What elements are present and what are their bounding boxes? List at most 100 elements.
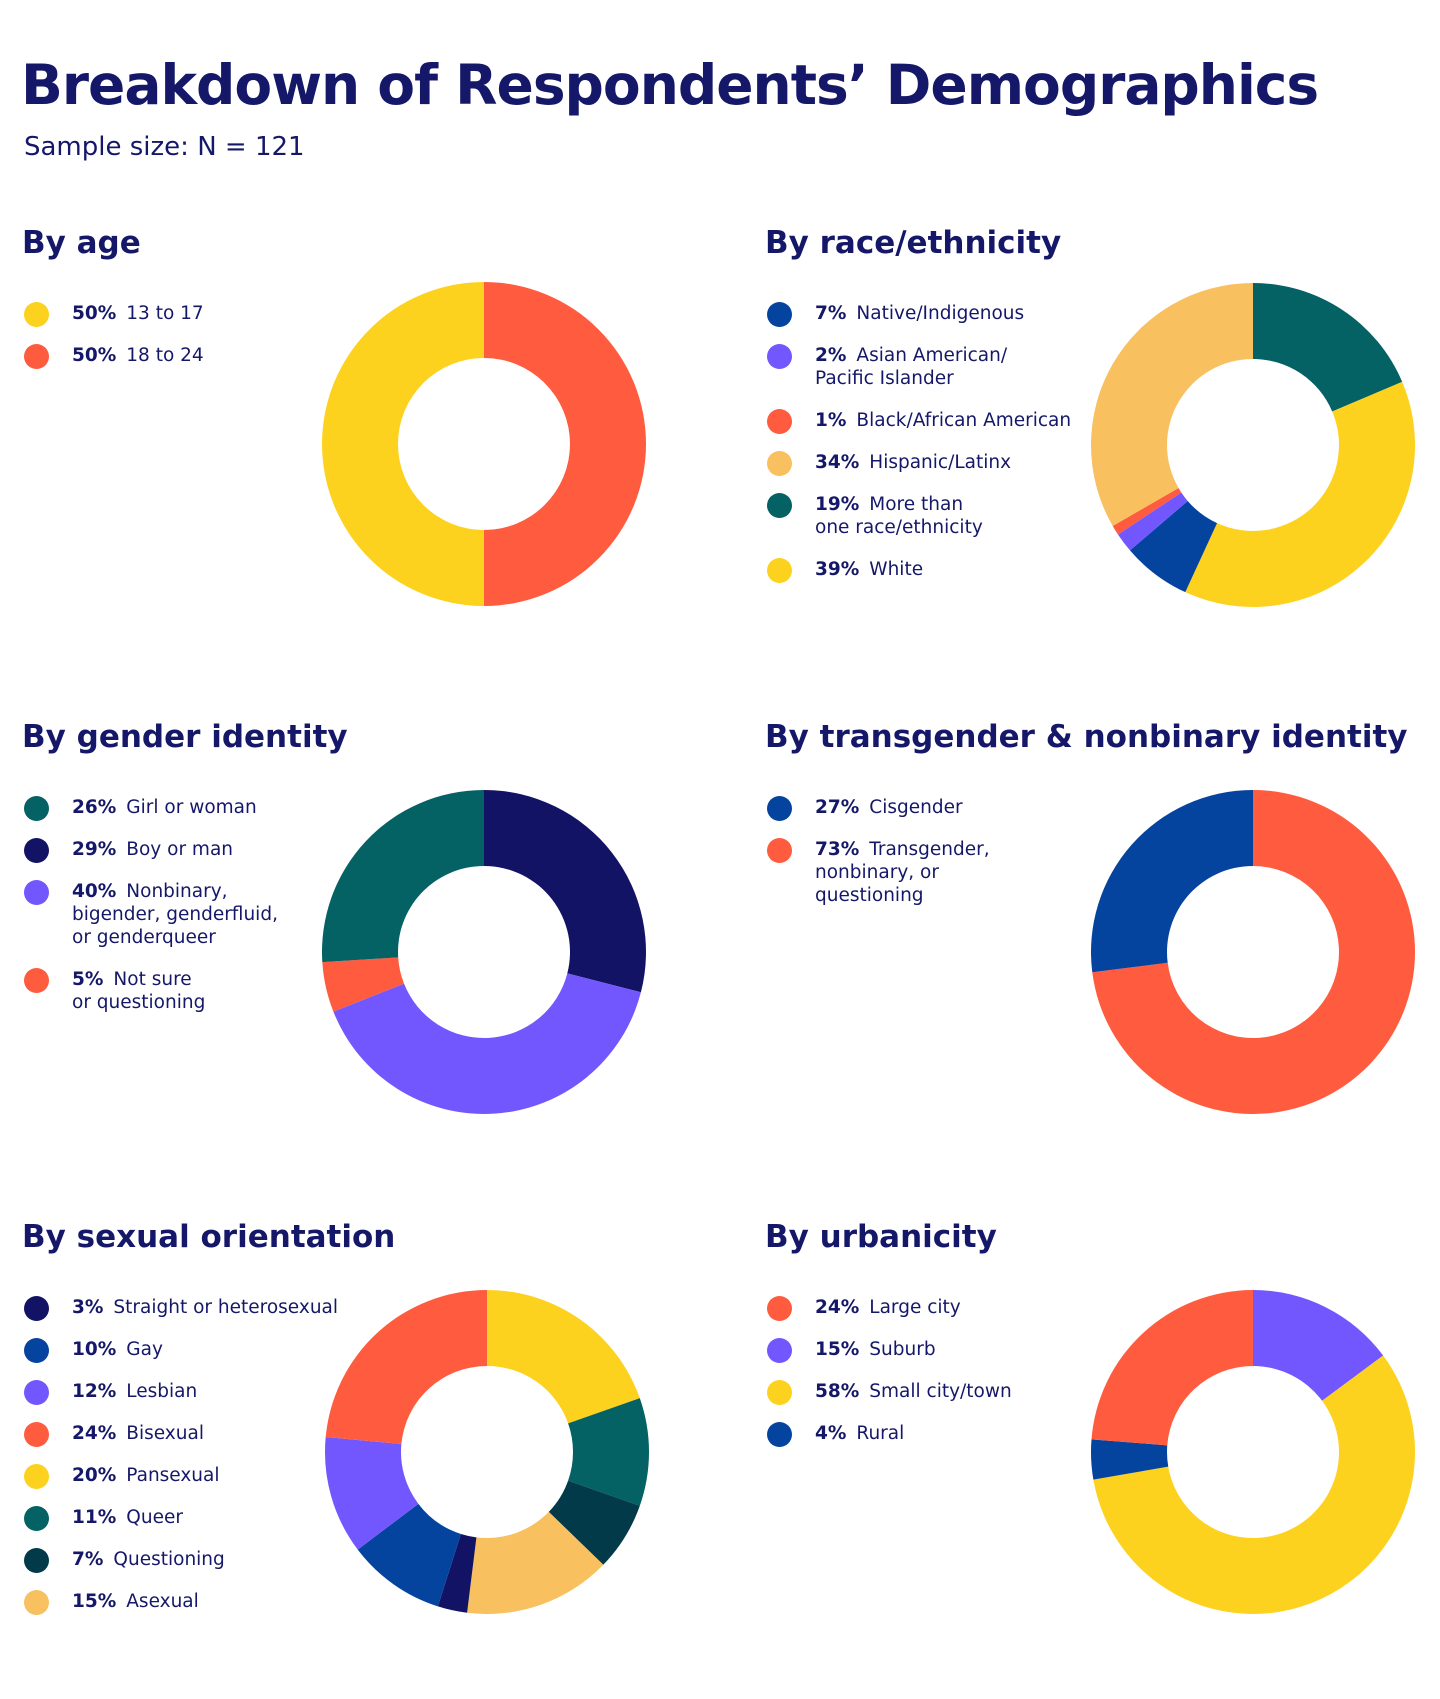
legend-label: Straight or heterosexual <box>113 1297 339 1318</box>
legend-item-13-to-17: 50% 13 to 17 <box>24 302 369 327</box>
legend-label: Black/African American <box>856 410 1072 431</box>
legend-label: Cisgender <box>869 797 963 818</box>
legend-swatch <box>24 1338 49 1363</box>
legend-swatch <box>24 302 49 327</box>
legend-item-bisexual: 24% Bisexual <box>24 1422 369 1447</box>
legend-item-rural: 4% Rural <box>767 1422 1112 1447</box>
donut-slice-black-african-american <box>1112 488 1182 535</box>
section-title-age: By age <box>22 225 141 261</box>
legend-swatch <box>24 968 49 993</box>
legend-swatch <box>767 1422 792 1447</box>
donut-slice-bisexual <box>325 1290 487 1445</box>
donut-chart-gender-identity <box>322 790 647 1114</box>
donut-slice-queer <box>568 1398 649 1506</box>
legend-swatch <box>767 558 792 583</box>
legend-swatch <box>767 1296 792 1321</box>
donut-slice-small-city-town <box>1093 1355 1415 1614</box>
legend-label: Boy or man <box>126 839 234 860</box>
legend-item-lesbian: 12% Lesbian <box>24 1380 369 1405</box>
legend-item-more-than-one-race-ethnicity: 19% More than one race/ethnicity <box>767 493 1112 539</box>
legend-value: 20% <box>72 1465 117 1486</box>
legend-label: Rural <box>856 1423 905 1444</box>
legend-label: Girl or woman <box>126 797 257 818</box>
legend-swatch <box>24 1464 49 1489</box>
donut-slice-cisgender <box>1091 790 1253 973</box>
section-title-race-ethnicity: By race/ethnicity <box>765 225 1062 261</box>
legend-item-boy-or-man: 29% Boy or man <box>24 838 369 863</box>
legend-label: Nonbinary, bigender, genderfluid, or gen… <box>72 881 278 948</box>
legend-item-large-city: 24% Large city <box>767 1296 1112 1321</box>
legend-item-not-sure-or-questioning: 5% Not sure or questioning <box>24 968 369 1014</box>
legend-value: 10% <box>72 1339 117 1360</box>
donut-slice-native-indigenous <box>1129 500 1218 593</box>
legend-label: Pansexual <box>126 1465 220 1486</box>
sample-size-subtitle: Sample size: N = 121 <box>24 132 305 162</box>
legend-race-ethnicity: 7% Native/Indigenous 2% Asian American/ Pac… <box>767 302 1112 600</box>
donut-chart-age <box>322 282 646 606</box>
legend-swatch <box>24 344 49 369</box>
legend-item-suburb: 15% Suburb <box>767 1338 1112 1363</box>
donut-slice-boy-or-man <box>484 790 647 993</box>
legend-value: 4% <box>815 1423 847 1444</box>
donut-slice-asian-american-pacific-islander <box>1117 492 1188 551</box>
section-title-gender-identity: By gender identity <box>22 719 348 755</box>
legend-age: 50% 13 to 17 50% 18 to 24 <box>24 302 369 386</box>
legend-value: 2% <box>815 345 847 366</box>
legend-label: Not sure or questioning <box>72 969 206 1013</box>
section-sexual-orientation: By sexual orientation 3% Straight or hete… <box>22 1219 722 1689</box>
legend-swatch <box>24 1296 49 1321</box>
legend-swatch <box>767 409 792 434</box>
legend-label: White <box>869 559 924 580</box>
legend-swatch <box>24 838 49 863</box>
legend-item-pansexual: 20% Pansexual <box>24 1464 369 1489</box>
legend-value: 24% <box>72 1423 117 1444</box>
legend-value: 34% <box>815 452 860 473</box>
legend-swatch <box>767 493 792 518</box>
legend-value: 5% <box>72 969 104 990</box>
legend-gender-identity: 26% Girl or woman 29% Boy or man 40% Nonbinar… <box>24 796 369 1033</box>
donut-slice-large-city <box>1091 1290 1253 1446</box>
section-title-sexual-orientation: By sexual orientation <box>22 1219 396 1255</box>
donut-slice-transgender-nonbinary-or-questioning <box>1092 790 1416 1114</box>
legend-value: 19% <box>815 494 860 515</box>
legend-item-small-city-town: 58% Small city/town <box>767 1380 1112 1405</box>
section-urbanicity: By urbanicity 24% Large city 15% Suburb 58% S… <box>765 1219 1440 1689</box>
legend-item-asexual: 15% Asexual <box>24 1590 369 1615</box>
legend-swatch <box>767 451 792 476</box>
legend-swatch <box>767 344 792 369</box>
donut-slice-pansexual <box>487 1290 640 1424</box>
donut-slice-lesbian <box>324 1437 419 1550</box>
legend-label: Small city/town <box>869 1381 1012 1402</box>
legend-value: 50% <box>72 303 117 324</box>
legend-value: 29% <box>72 839 117 860</box>
donut-chart-transgender-nonbinary <box>1091 790 1416 1114</box>
legend-item-questioning: 7% Questioning <box>24 1548 369 1573</box>
legend-item-white: 39% White <box>767 558 1112 583</box>
donut-slice-hispanic-latinx <box>1090 283 1253 526</box>
legend-label: More than one race/ethnicity <box>815 494 983 538</box>
legend-swatch <box>767 796 792 821</box>
donut-slice-white <box>1185 381 1416 608</box>
legend-value: 58% <box>815 1381 860 1402</box>
legend-label: Native/Indigenous <box>856 303 1025 324</box>
legend-label: Asian American/ Pacific Islander <box>815 345 1008 389</box>
section-race-ethnicity: By race/ethnicity 7% Native/Indigenous 2% A… <box>765 225 1440 695</box>
legend-swatch <box>767 1338 792 1363</box>
legend-label: Suburb <box>869 1339 936 1360</box>
legend-value: 26% <box>72 797 117 818</box>
legend-swatch <box>767 838 792 863</box>
legend-value: 73% <box>815 839 860 860</box>
legend-item-girl-or-woman: 26% Girl or woman <box>24 796 369 821</box>
legend-value: 15% <box>72 1591 117 1612</box>
legend-value: 39% <box>815 559 860 580</box>
legend-value: 15% <box>815 1339 860 1360</box>
legend-item-hispanic-latinx: 34% Hispanic/Latinx <box>767 451 1112 476</box>
legend-label: Queer <box>126 1507 183 1528</box>
donut-slice-more-than-one-race-ethnicity <box>1253 283 1403 412</box>
legend-label: Asexual <box>126 1591 199 1612</box>
legend-value: 7% <box>72 1549 104 1570</box>
legend-label: Questioning <box>113 1549 225 1570</box>
section-gender-identity: By gender identity 26% Girl or woman 29% Bo… <box>22 719 722 1189</box>
donut-slice-suburb <box>1253 1290 1384 1401</box>
legend-label: 13 to 17 <box>126 303 204 324</box>
